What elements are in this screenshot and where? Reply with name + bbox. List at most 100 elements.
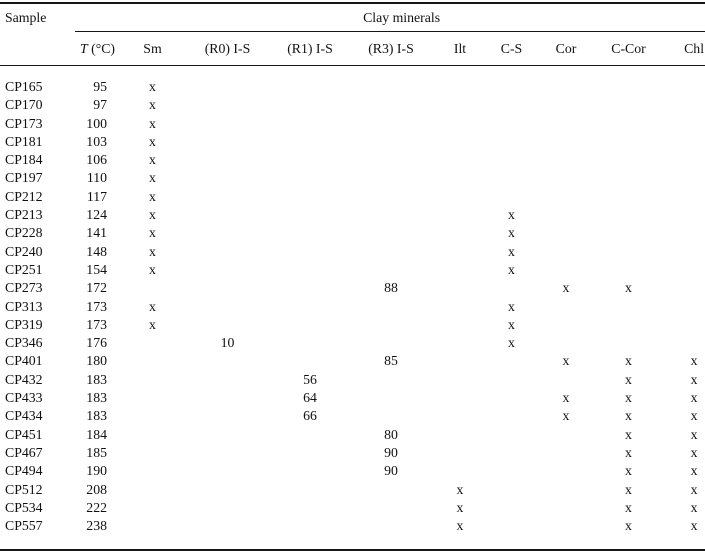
- column-header-cor: Cor: [535, 31, 597, 66]
- column-header-ilt: Ilt: [432, 31, 488, 66]
- sample-cell: CP313: [5, 298, 43, 314]
- mineral-presence-cell: [432, 243, 488, 261]
- mineral-presence-cell: [488, 151, 535, 169]
- mineral-presence-cell: [120, 426, 185, 444]
- mineral-presence-cell: [185, 279, 270, 297]
- mineral-presence-cell: x: [690, 499, 698, 515]
- mineral-presence-cell: [597, 224, 660, 242]
- mineral-presence-cell: x: [562, 280, 570, 296]
- sample-cell: CP451: [5, 426, 43, 442]
- sample-cell: CP184: [5, 152, 43, 168]
- mineral-presence-cell: [535, 426, 597, 444]
- mineral-presence-cell: [660, 188, 705, 206]
- mineral-presence-cell: x: [508, 261, 515, 277]
- mineral-presence-cell: [660, 96, 705, 114]
- mineral-presence-cell: x: [149, 170, 156, 186]
- temperature-cell: 184: [86, 426, 107, 442]
- mineral-presence-cell: [488, 279, 535, 297]
- temperature-cell: 208: [86, 481, 107, 497]
- mineral-presence-cell: [270, 261, 350, 279]
- table-row: CP534 222 x x x: [0, 499, 705, 517]
- mineral-presence-cell: [488, 499, 535, 517]
- sample-cell: CP433: [5, 390, 43, 406]
- mineral-presence-cell: [350, 133, 432, 151]
- mineral-presence-cell: [350, 151, 432, 169]
- mineral-presence-cell: [597, 188, 660, 206]
- mineral-presence-cell: [185, 188, 270, 206]
- mineral-presence-cell: [185, 352, 270, 370]
- sample-cell: CP170: [5, 97, 43, 113]
- mineral-presence-cell: [185, 133, 270, 151]
- mineral-presence-cell: [535, 462, 597, 480]
- mineral-presence-cell: [350, 389, 432, 407]
- mineral-presence-cell: [432, 316, 488, 334]
- temperature-cell: 95: [93, 79, 107, 94]
- mineral-presence-cell: [535, 133, 597, 151]
- mineral-presence-cell: [597, 133, 660, 151]
- mineral-presence-cell: [432, 115, 488, 133]
- mineral-presence-cell: [432, 462, 488, 480]
- sample-cell: CP273: [5, 280, 43, 296]
- mineral-presence-cell: [120, 444, 185, 462]
- mineral-presence-cell: [432, 298, 488, 316]
- mineral-presence-cell: [597, 115, 660, 133]
- table-row: CP170 97 x: [0, 96, 705, 114]
- mineral-presence-cell: [597, 151, 660, 169]
- table-row: CP401 180 85 x x x: [0, 352, 705, 370]
- mineral-presence-cell: [488, 426, 535, 444]
- mineral-presence-cell: [120, 499, 185, 517]
- mineral-presence-cell: [535, 243, 597, 261]
- table-row: CP184 106 x: [0, 151, 705, 169]
- mineral-presence-cell: x: [562, 408, 570, 424]
- mineral-presence-cell: [660, 261, 705, 279]
- mineral-presence-cell: [488, 444, 535, 462]
- table-row: CP173 100 x: [0, 115, 705, 133]
- mineral-presence-cell: [660, 66, 705, 97]
- temperature-cell: 173: [86, 316, 107, 332]
- mineral-presence-cell: [660, 151, 705, 169]
- mineral-presence-cell: x: [149, 243, 156, 259]
- mineral-presence-cell: [597, 298, 660, 316]
- temperature-cell: 141: [86, 225, 107, 241]
- mineral-presence-cell: 80: [384, 426, 398, 442]
- mineral-presence-cell: [350, 481, 432, 499]
- column-header-r0-is: (R0) I-S: [185, 31, 270, 66]
- mineral-presence-cell: x: [625, 499, 632, 515]
- mineral-presence-cell: [350, 96, 432, 114]
- temperature-cell: 183: [86, 408, 107, 424]
- table-row: CP434 183 66 x x x: [0, 407, 705, 425]
- mineral-presence-cell: [535, 517, 597, 550]
- mineral-presence-cell: x: [508, 316, 515, 332]
- mineral-presence-cell: [432, 261, 488, 279]
- column-header-chl: Chl: [660, 31, 705, 66]
- mineral-presence-cell: [535, 499, 597, 517]
- table-row: CP557 238 x x x: [0, 517, 705, 550]
- mineral-presence-cell: x: [562, 390, 570, 406]
- table-row: CP432 183 56 x x: [0, 371, 705, 389]
- spanner-row: Sample Clay minerals: [0, 3, 705, 66]
- temperature-cell: 124: [86, 207, 107, 223]
- mineral-presence-cell: [270, 243, 350, 261]
- mineral-presence-cell: [432, 133, 488, 151]
- mineral-presence-cell: x: [625, 426, 632, 442]
- sample-cell: CP557: [5, 518, 43, 534]
- sample-cell: CP319: [5, 316, 43, 332]
- mineral-presence-cell: [432, 169, 488, 187]
- mineral-presence-cell: [270, 188, 350, 206]
- temperature-cell: 183: [86, 371, 107, 387]
- mineral-presence-cell: [660, 334, 705, 352]
- mineral-presence-cell: x: [625, 390, 632, 406]
- mineral-presence-cell: [120, 517, 185, 550]
- mineral-presence-cell: [488, 481, 535, 499]
- mineral-presence-cell: [488, 352, 535, 370]
- mineral-presence-cell: 90: [384, 463, 398, 479]
- mineral-presence-cell: [660, 243, 705, 261]
- mineral-presence-cell: [350, 169, 432, 187]
- mineral-presence-cell: [488, 371, 535, 389]
- mineral-presence-cell: x: [149, 207, 156, 223]
- mineral-presence-cell: [185, 261, 270, 279]
- sample-cell: CP240: [5, 243, 43, 259]
- mineral-presence-cell: [270, 151, 350, 169]
- mineral-presence-cell: [597, 66, 660, 97]
- mineral-presence-cell: [270, 499, 350, 517]
